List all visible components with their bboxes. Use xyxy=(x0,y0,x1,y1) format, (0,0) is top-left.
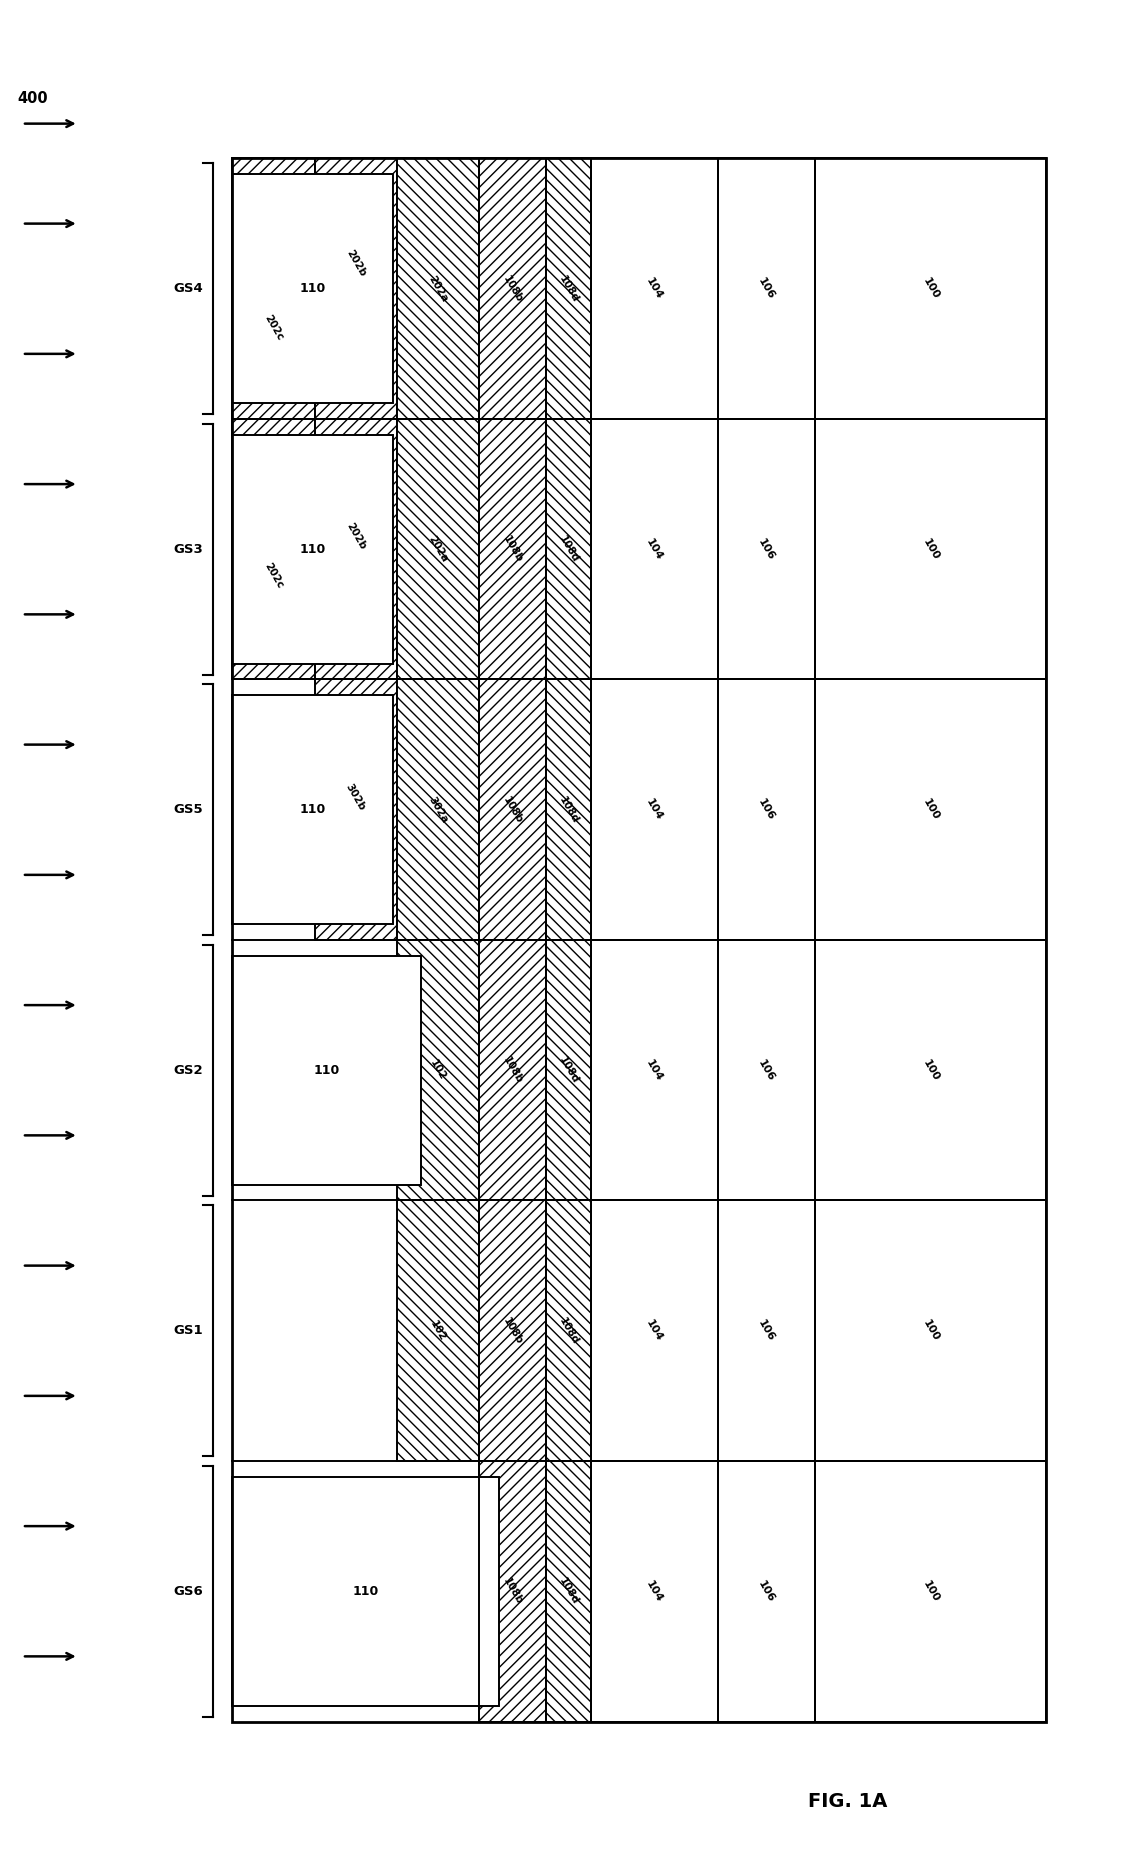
Text: 100: 100 xyxy=(920,276,940,302)
Bar xyxy=(546,418,591,679)
Text: 302b: 302b xyxy=(344,782,368,812)
Bar xyxy=(233,956,422,1185)
Bar xyxy=(397,939,479,1200)
Bar xyxy=(814,1461,1046,1721)
Text: 108b: 108b xyxy=(501,795,524,825)
Bar xyxy=(315,679,397,939)
Text: GS1: GS1 xyxy=(173,1324,202,1337)
Bar xyxy=(546,939,591,1200)
Text: 104: 104 xyxy=(645,1318,665,1342)
Text: GS3: GS3 xyxy=(173,542,202,555)
Text: 104: 104 xyxy=(645,797,665,823)
Bar xyxy=(546,1200,591,1461)
Text: 102: 102 xyxy=(428,1058,448,1082)
Text: 100: 100 xyxy=(920,536,940,562)
Bar xyxy=(814,1200,1046,1461)
Bar xyxy=(479,1200,546,1461)
Text: 106: 106 xyxy=(756,1579,776,1603)
Text: 106: 106 xyxy=(756,1318,776,1342)
Bar xyxy=(397,418,479,679)
Bar xyxy=(718,159,814,418)
Text: 202b: 202b xyxy=(344,248,368,278)
Text: 100: 100 xyxy=(920,1058,940,1082)
Bar xyxy=(233,159,1046,1721)
Bar xyxy=(546,1461,591,1721)
Bar xyxy=(233,159,315,418)
Text: 108d: 108d xyxy=(557,795,580,825)
Bar xyxy=(479,679,546,939)
Bar xyxy=(397,1200,479,1461)
Bar xyxy=(546,159,591,418)
Text: GS2: GS2 xyxy=(173,1063,202,1076)
Text: 108d: 108d xyxy=(557,1577,580,1607)
Bar xyxy=(479,1461,546,1721)
Bar xyxy=(718,939,814,1200)
Text: 108d: 108d xyxy=(557,534,580,564)
Text: 106: 106 xyxy=(756,1058,776,1082)
Text: 106: 106 xyxy=(756,276,776,302)
Text: 202c: 202c xyxy=(262,561,285,591)
Bar xyxy=(315,418,397,679)
Text: GS5: GS5 xyxy=(173,802,202,816)
Text: 108d: 108d xyxy=(557,1316,580,1346)
Text: FIG. 1A: FIG. 1A xyxy=(808,1792,888,1811)
Text: 400: 400 xyxy=(17,92,47,107)
Bar xyxy=(233,435,393,664)
Text: 202c: 202c xyxy=(262,313,285,343)
Bar xyxy=(814,679,1046,939)
Bar xyxy=(591,679,718,939)
Text: 100: 100 xyxy=(920,797,940,823)
Bar xyxy=(591,418,718,679)
Text: 202a: 202a xyxy=(426,274,449,304)
Bar xyxy=(479,418,546,679)
Bar xyxy=(315,159,397,418)
Text: 106: 106 xyxy=(756,797,776,823)
Text: 104: 104 xyxy=(645,276,665,302)
Bar xyxy=(546,679,591,939)
Text: 108b: 108b xyxy=(501,1577,524,1607)
Text: 108b: 108b xyxy=(501,1316,524,1346)
Bar xyxy=(591,1461,718,1721)
Text: 104: 104 xyxy=(645,1058,665,1082)
Bar xyxy=(591,939,718,1200)
Bar xyxy=(233,696,393,924)
Text: 104: 104 xyxy=(645,1579,665,1603)
Bar xyxy=(814,159,1046,418)
Text: 108b: 108b xyxy=(501,1056,524,1086)
Bar xyxy=(718,679,814,939)
Bar xyxy=(397,679,479,939)
Text: 110: 110 xyxy=(352,1584,379,1598)
Bar xyxy=(233,418,315,679)
Text: 202b: 202b xyxy=(344,521,368,551)
Bar xyxy=(814,418,1046,679)
Bar xyxy=(591,1200,718,1461)
Text: 104: 104 xyxy=(645,536,665,562)
Text: 110: 110 xyxy=(299,802,325,816)
Text: GS4: GS4 xyxy=(173,283,202,294)
Bar xyxy=(814,939,1046,1200)
Text: 108d: 108d xyxy=(557,1056,580,1086)
Bar xyxy=(233,174,393,403)
Text: 110: 110 xyxy=(299,283,325,294)
Text: 202a: 202a xyxy=(426,534,449,564)
Bar xyxy=(718,1461,814,1721)
Bar xyxy=(479,159,546,418)
Text: 106: 106 xyxy=(756,536,776,562)
Bar xyxy=(479,939,546,1200)
Text: GS6: GS6 xyxy=(173,1584,202,1598)
Text: 108d: 108d xyxy=(557,274,580,304)
Text: 108b: 108b xyxy=(501,274,524,304)
Text: 302a: 302a xyxy=(426,795,449,825)
Text: 110: 110 xyxy=(299,542,325,555)
Bar xyxy=(591,159,718,418)
Bar xyxy=(233,1478,500,1706)
Text: 100: 100 xyxy=(920,1318,940,1342)
Text: 102: 102 xyxy=(428,1318,448,1342)
Bar xyxy=(397,159,479,418)
Bar xyxy=(718,1200,814,1461)
Bar xyxy=(718,418,814,679)
Text: 108b: 108b xyxy=(501,534,524,564)
Text: 110: 110 xyxy=(314,1063,340,1076)
Text: 100: 100 xyxy=(920,1579,940,1603)
